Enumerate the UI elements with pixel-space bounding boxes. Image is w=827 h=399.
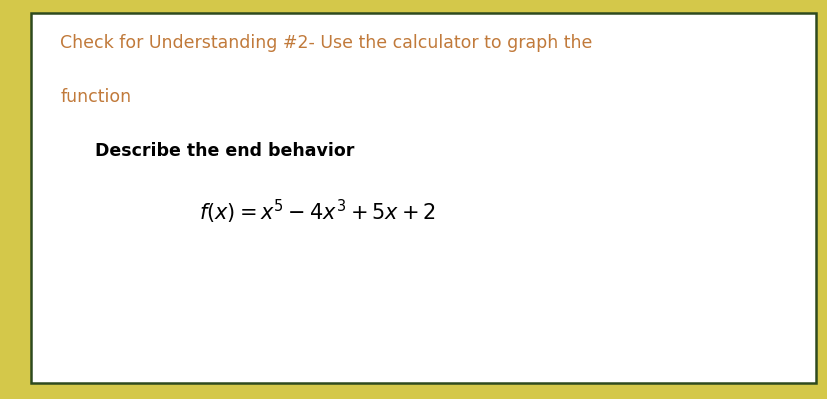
Text: Check for Understanding #2- Use the calculator to graph the: Check for Understanding #2- Use the calc… (60, 34, 592, 52)
Text: function: function (60, 88, 131, 106)
FancyBboxPatch shape (31, 13, 815, 383)
Text: $f(x) = x^5 - 4x^3 + 5x + 2$: $f(x) = x^5 - 4x^3 + 5x + 2$ (198, 198, 435, 226)
Text: Describe the end behavior: Describe the end behavior (95, 142, 354, 160)
